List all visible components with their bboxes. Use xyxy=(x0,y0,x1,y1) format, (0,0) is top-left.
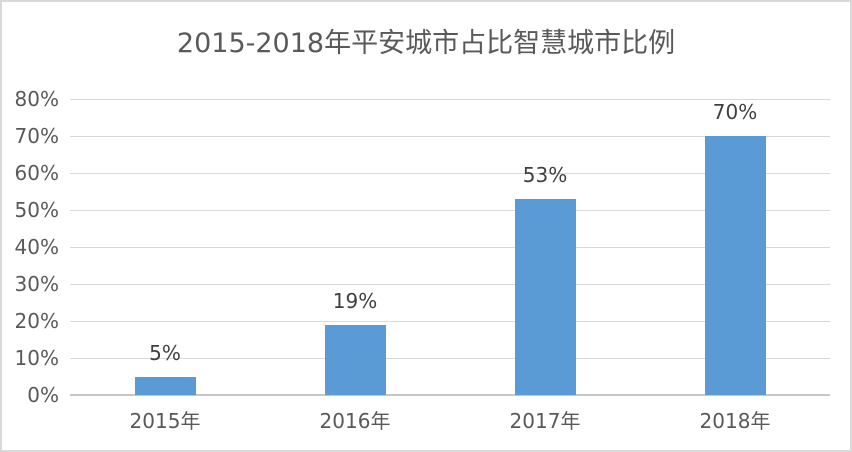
x-axis-tick-label: 2015年 xyxy=(129,409,201,433)
gridline xyxy=(70,136,830,137)
bar-data-label: 5% xyxy=(149,340,181,365)
bar-data-label: 19% xyxy=(332,288,378,313)
bar xyxy=(324,324,386,395)
bar xyxy=(704,136,766,395)
y-axis-tick-label: 70% xyxy=(14,124,59,148)
x-axis-tick-label: 2018年 xyxy=(699,409,771,433)
gridline xyxy=(70,284,830,285)
gridline xyxy=(70,247,830,248)
gridline xyxy=(70,210,830,211)
bar xyxy=(134,376,196,395)
x-axis-line xyxy=(70,394,830,396)
y-axis-tick-label: 30% xyxy=(14,272,59,296)
gridline xyxy=(70,173,830,174)
bar-data-label: 53% xyxy=(522,162,568,187)
chart-title: 2015-2018年平安城市占比智慧城市比例 xyxy=(176,28,676,59)
y-axis-tick-label: 20% xyxy=(14,309,59,333)
x-axis-tick-label: 2016年 xyxy=(319,409,391,433)
x-axis-tick-label: 2017年 xyxy=(509,409,581,433)
bar xyxy=(514,198,576,395)
y-axis-tick-label: 0% xyxy=(27,383,59,407)
y-axis-tick-label: 40% xyxy=(14,235,59,259)
gridline xyxy=(70,321,830,322)
y-axis-tick-label: 80% xyxy=(14,87,59,111)
gridline xyxy=(70,99,830,100)
bar-data-label: 70% xyxy=(712,100,758,124)
y-axis-tick-label: 50% xyxy=(14,198,59,222)
y-axis-tick-label: 60% xyxy=(14,161,59,185)
y-axis-tick-label: 10% xyxy=(14,346,59,370)
gridline xyxy=(70,358,830,359)
